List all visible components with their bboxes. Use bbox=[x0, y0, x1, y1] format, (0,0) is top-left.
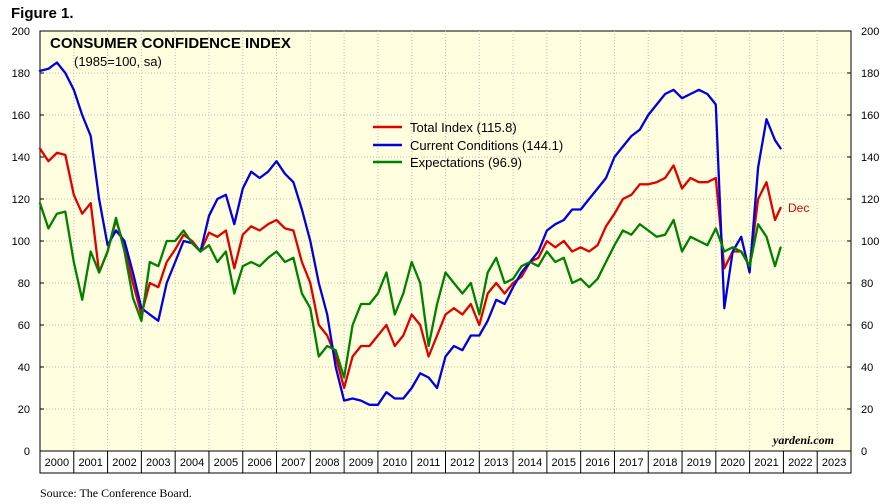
x-axis-labels: 2000 2001 2002 2003 2004 2005 2006 2007 2008 2009… bbox=[45, 451, 846, 473]
y-tick-label-left: 200 bbox=[12, 26, 30, 38]
y-tick-label-right: 180 bbox=[861, 68, 879, 80]
x-tick-label: 2002 bbox=[112, 457, 136, 469]
y-tick-label-left: 160 bbox=[12, 110, 30, 122]
series-line-current-conditions bbox=[38, 61, 782, 406]
x-tick-label: 2004 bbox=[180, 457, 204, 469]
x-tick-label: 2014 bbox=[518, 457, 542, 469]
legend-label-current: Current Conditions (144.1) bbox=[410, 138, 563, 153]
series-line-expectations bbox=[38, 202, 782, 379]
x-tick-label: 2023 bbox=[822, 457, 846, 469]
legend: Total Index (115.8) Current Conditions (… bbox=[373, 120, 563, 170]
y-tick-label-right: 200 bbox=[861, 26, 879, 38]
legend-label-total: Total Index (115.8) bbox=[410, 120, 517, 135]
x-tick-label: 2017 bbox=[619, 457, 643, 469]
chart-title: CONSUMER CONFIDENCE INDEX bbox=[50, 35, 291, 52]
y-tick-label-left: 180 bbox=[12, 68, 30, 80]
y-tick-label-right: 60 bbox=[861, 320, 873, 332]
y-tick-label-right: 120 bbox=[861, 194, 879, 206]
y-tick-label-left: 80 bbox=[18, 278, 30, 290]
y-tick-label-left: 140 bbox=[12, 152, 30, 164]
y-tick-label-right: 100 bbox=[861, 236, 879, 248]
y-tick-label-left: 100 bbox=[12, 236, 30, 248]
chart-subtitle: (1985=100, sa) bbox=[74, 54, 162, 69]
x-tick-label: 2005 bbox=[214, 457, 238, 469]
y-tick-label-right: 80 bbox=[861, 278, 873, 290]
y-tick-label-left: 120 bbox=[12, 194, 30, 206]
x-tick-label: 2021 bbox=[754, 457, 778, 469]
y-tick-label-left: 40 bbox=[18, 362, 30, 374]
dec-annotation: Dec bbox=[788, 201, 809, 215]
source-note: Source: The Conference Board. bbox=[40, 486, 192, 500]
y-tick-label-right: 160 bbox=[861, 110, 879, 122]
y-tick-label-right: 20 bbox=[861, 404, 873, 416]
y-tick-label-right: 0 bbox=[861, 446, 867, 458]
x-tick-label: 2013 bbox=[484, 457, 508, 469]
y-tick-label-left: 0 bbox=[24, 446, 30, 458]
x-tick-label: 2006 bbox=[247, 457, 271, 469]
x-tick-label: 2001 bbox=[78, 457, 102, 469]
x-tick-label: 2012 bbox=[450, 457, 474, 469]
x-tick-label: 2022 bbox=[788, 457, 812, 469]
x-tick-label: 2010 bbox=[383, 457, 407, 469]
axis-ticks: 0 0 20 20 40 40 60 60 80 80 100 100 120 120 140 140 160 1… bbox=[12, 26, 880, 458]
x-tick-label: 2009 bbox=[349, 457, 373, 469]
brand-watermark: yardeni.com bbox=[771, 433, 834, 447]
x-tick-label: 2019 bbox=[687, 457, 711, 469]
x-tick-label: 2003 bbox=[146, 457, 170, 469]
x-tick-label: 2011 bbox=[417, 457, 441, 469]
y-tick-label-left: 60 bbox=[18, 320, 30, 332]
x-tick-label: 2015 bbox=[552, 457, 576, 469]
y-tick-label-left: 20 bbox=[18, 404, 30, 416]
figure-label: Figure 1. bbox=[11, 5, 74, 22]
y-tick-label-right: 140 bbox=[861, 152, 879, 164]
series-line-total-index bbox=[38, 147, 782, 390]
x-tick-label: 2008 bbox=[315, 457, 339, 469]
x-tick-label: 2016 bbox=[585, 457, 609, 469]
y-tick-label-right: 40 bbox=[861, 362, 873, 374]
series-lines bbox=[38, 61, 782, 406]
x-tick-label: 2018 bbox=[653, 457, 677, 469]
x-tick-label: 2020 bbox=[720, 457, 744, 469]
x-tick-label: 2007 bbox=[281, 457, 305, 469]
x-tick-label: 2000 bbox=[45, 457, 69, 469]
legend-label-expectations: Expectations (96.9) bbox=[410, 155, 522, 170]
